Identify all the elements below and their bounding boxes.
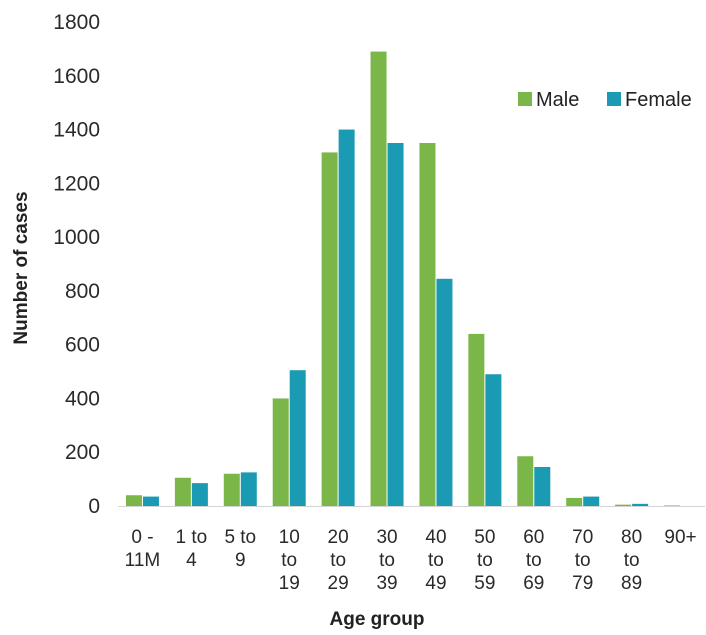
x-tick-label: 0 -11M (125, 527, 161, 571)
bar-female (485, 374, 502, 506)
x-tick-line: 20 (328, 527, 349, 548)
bar-female (583, 496, 600, 506)
x-tick-line: to (281, 550, 297, 571)
x-tick-line: 9 (235, 550, 246, 571)
bar-female (534, 467, 551, 506)
y-tick-label: 1800 (53, 11, 100, 34)
bar-male (566, 497, 583, 506)
x-tick-line: to (379, 550, 395, 571)
bar-male (174, 477, 191, 506)
x-tick-label: 20 to 29 (328, 527, 349, 594)
bar-male (664, 505, 681, 506)
x-tick-line: 70 (572, 527, 593, 548)
x-tick-label: 30 to 39 (376, 527, 397, 594)
x-tick-line: to (526, 550, 542, 571)
x-tick-line: 49 (425, 573, 446, 594)
legend-label-female: Female (625, 89, 692, 111)
bar-female (142, 496, 159, 506)
x-tick-line: 11M (125, 550, 161, 571)
bar-male (468, 333, 485, 506)
x-tick-label: 1 to 4 (176, 527, 208, 571)
x-tick-label: 5 to 9 (224, 527, 256, 571)
x-tick-label: 40 to 49 (425, 527, 446, 594)
y-axis-ticks: 0 200 400 600 800 1000 1200 1400 1600 1800 (53, 11, 100, 518)
bar-female (240, 472, 257, 506)
bar-male (419, 143, 436, 506)
x-tick-line: 40 (425, 527, 446, 548)
x-tick-line: 80 (621, 527, 642, 548)
x-tick-label: 50 to 59 (474, 527, 495, 594)
x-tick-line: 59 (474, 573, 495, 594)
bar-female (338, 129, 355, 507)
x-tick-line: to (330, 550, 346, 571)
y-tick-label: 1400 (53, 119, 100, 142)
legend-swatch-male (518, 92, 532, 106)
x-tick-line: 1 to (176, 527, 208, 548)
y-tick-label: 1600 (53, 65, 100, 88)
bar-female (632, 503, 649, 506)
x-tick-line: to (575, 550, 591, 571)
x-tick-line: to (624, 550, 640, 571)
x-tick-line: 5 to (224, 527, 256, 548)
x-tick-label: 10 to 19 (279, 527, 300, 594)
y-tick-label: 800 (65, 280, 100, 303)
y-tick-label: 1000 (53, 226, 100, 249)
bar-female (191, 483, 208, 506)
x-tick-line: 30 (376, 527, 397, 548)
y-tick-label: 1200 (53, 172, 100, 195)
x-tick-label: 80 to 89 (621, 527, 642, 594)
x-tick-label: 70 to 79 (572, 527, 593, 594)
x-axis-label: Age group (330, 609, 425, 630)
bar-male (517, 456, 534, 506)
bar-female (436, 278, 453, 506)
x-tick-line: 10 (279, 527, 300, 548)
y-tick-label: 600 (65, 334, 100, 357)
x-tick-line: 19 (279, 573, 300, 594)
x-tick-line: 39 (376, 573, 397, 594)
x-tick-line: 50 (474, 527, 495, 548)
bar-male (370, 51, 387, 506)
legend: Male Female (518, 89, 692, 111)
bar-female (289, 370, 306, 506)
x-tick-label: 90+ (664, 527, 696, 548)
y-tick-label: 400 (65, 387, 100, 410)
x-tick-line: 90+ (664, 527, 696, 548)
x-tick-line: 60 (523, 527, 544, 548)
x-tick-line: 29 (328, 573, 349, 594)
bar-male (321, 152, 338, 506)
x-tick-line: 0 - (131, 527, 153, 548)
legend-label-male: Male (536, 89, 579, 111)
bar-male (125, 495, 142, 506)
x-tick-line: 89 (621, 573, 642, 594)
x-tick-label: 60 to 69 (523, 527, 544, 594)
bar-male (272, 398, 289, 506)
x-tick-line: to (477, 550, 493, 571)
y-axis-label: Number of cases (11, 191, 32, 344)
bar-male (615, 504, 632, 506)
x-tick-line: 79 (572, 573, 593, 594)
y-tick-label: 200 (65, 441, 100, 464)
x-tick-line: to (428, 550, 444, 571)
bars-group (125, 51, 681, 507)
y-tick-label: 0 (88, 495, 100, 518)
legend-swatch-female (607, 92, 621, 106)
x-tick-line: 4 (186, 550, 197, 571)
x-tick-line: 69 (523, 573, 544, 594)
bar-male (223, 473, 240, 506)
bar-female (387, 143, 404, 506)
